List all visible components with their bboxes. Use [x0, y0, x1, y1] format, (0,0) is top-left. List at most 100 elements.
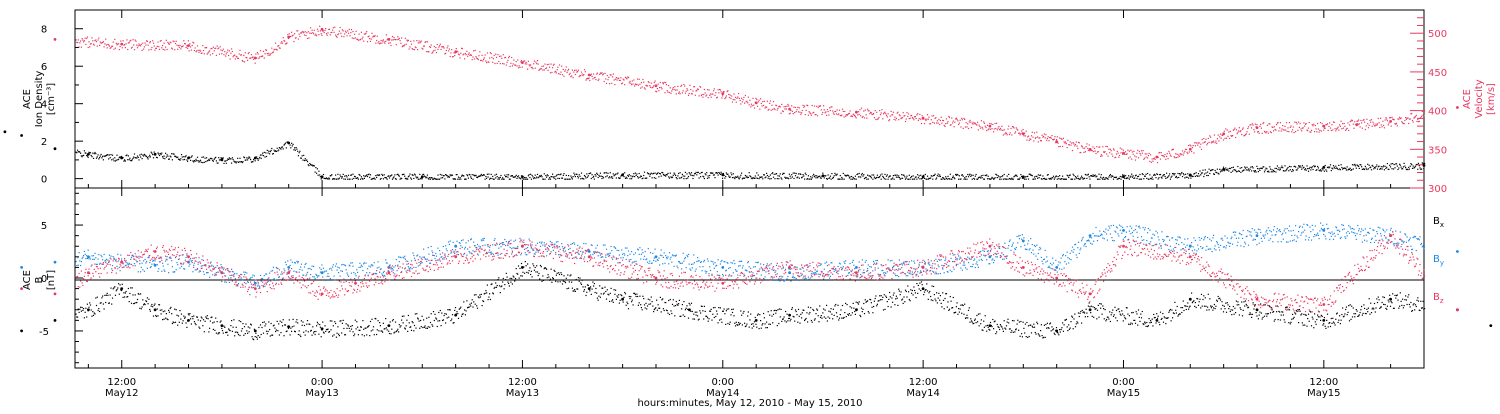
series1-sample: [305, 35, 306, 36]
series1-sample: [805, 114, 806, 115]
series1-sample: [416, 40, 417, 41]
series0-sample: [629, 174, 630, 175]
series1-sample: [1332, 129, 1333, 130]
series0-sample: [508, 174, 509, 175]
series1-sample: [1213, 141, 1214, 142]
series0-sample: [552, 174, 553, 175]
series1-sample: [960, 126, 961, 127]
series1-sample: [1286, 122, 1287, 123]
bx-sample: [280, 332, 281, 333]
series1-sample: [1092, 146, 1093, 147]
series1-sample: [1287, 131, 1288, 132]
bx-point: [54, 319, 57, 322]
series0-sample: [924, 178, 925, 179]
bx-sample: [387, 329, 388, 330]
series1-sample: [562, 74, 563, 75]
bx-sample: [625, 293, 626, 294]
series1-sample: [864, 117, 865, 118]
series1-sample: [222, 50, 223, 51]
bx-sample: [868, 311, 869, 312]
series1-sample: [768, 109, 769, 110]
series1-sample: [1001, 129, 1002, 130]
bx-sample: [187, 320, 188, 321]
bx-sample: [702, 310, 703, 311]
bx-sample: [171, 313, 172, 314]
series1-sample: [1259, 126, 1260, 127]
bx-sample: [256, 337, 257, 338]
bx-sample: [692, 318, 693, 319]
series1-sample: [466, 54, 467, 55]
series0-sample: [1048, 174, 1049, 175]
bx-sample: [574, 289, 575, 290]
series0-sample: [215, 157, 216, 158]
series0-sample: [425, 176, 426, 177]
bx-sample: [295, 331, 296, 332]
series1-sample: [952, 122, 953, 123]
bx-sample: [239, 335, 240, 336]
bx-sample: [79, 309, 80, 310]
series0-sample: [774, 178, 775, 179]
bx-sample: [846, 316, 847, 317]
bx-sample: [371, 330, 372, 331]
series1-sample: [755, 98, 756, 99]
series1-sample: [232, 51, 233, 52]
series1-sample: [1396, 123, 1397, 124]
bx-sample: [817, 310, 818, 311]
series0-sample: [1177, 173, 1178, 174]
series0-sample: [1306, 165, 1307, 166]
series1-sample: [793, 113, 794, 114]
series1-sample: [749, 100, 750, 101]
bx-sample: [947, 307, 948, 308]
series1-sample: [1072, 150, 1073, 151]
series1-sample: [743, 97, 744, 98]
bx-sample: [946, 293, 947, 294]
series0-sample: [1013, 179, 1014, 180]
series1-sample: [516, 61, 517, 62]
series1-sample: [150, 41, 151, 42]
series0-sample: [557, 174, 558, 175]
bx-sample: [410, 326, 411, 327]
series0-sample: [1385, 166, 1386, 167]
bx-sample: [897, 305, 898, 306]
series1-sample: [335, 35, 336, 36]
series1-sample: [215, 48, 216, 49]
series1-sample: [152, 40, 153, 41]
series0-sample: [819, 176, 820, 177]
bx-sample: [157, 308, 158, 309]
series0-sample: [746, 176, 747, 177]
bx-sample: [808, 307, 809, 308]
bx-sample: [387, 325, 388, 326]
series0-sample: [1188, 178, 1189, 179]
series1-sample: [1112, 156, 1113, 157]
series0-sample: [382, 175, 383, 176]
bx-sample: [821, 318, 822, 319]
series1-sample: [1187, 152, 1188, 153]
series1-sample: [340, 27, 341, 28]
bx-sample: [263, 333, 264, 334]
series0-sample: [996, 174, 997, 175]
series0-sample: [662, 172, 663, 173]
series1-sample: [624, 84, 625, 85]
series1-sample: [1135, 160, 1136, 161]
series1-sample: [343, 30, 344, 31]
series1-sample: [980, 128, 981, 129]
series1-sample: [781, 104, 782, 105]
series1-sample: [916, 118, 917, 119]
series1-sample: [549, 67, 550, 68]
bx-sample: [504, 288, 505, 289]
series0-sample: [959, 175, 960, 176]
series1-sample: [867, 109, 868, 110]
series1-sample: [486, 62, 487, 63]
series1-sample: [565, 69, 566, 70]
bx-sample: [773, 314, 774, 315]
series1-sample: [745, 95, 746, 96]
bx-sample: [487, 285, 488, 286]
bx-sample: [306, 324, 307, 325]
series1-sample: [825, 111, 826, 112]
bx-sample: [255, 333, 256, 334]
series0-sample: [684, 176, 685, 177]
series0-sample: [1322, 169, 1323, 170]
series0-sample: [1110, 174, 1111, 175]
bx-sample: [290, 328, 291, 329]
series0-sample: [886, 176, 887, 177]
